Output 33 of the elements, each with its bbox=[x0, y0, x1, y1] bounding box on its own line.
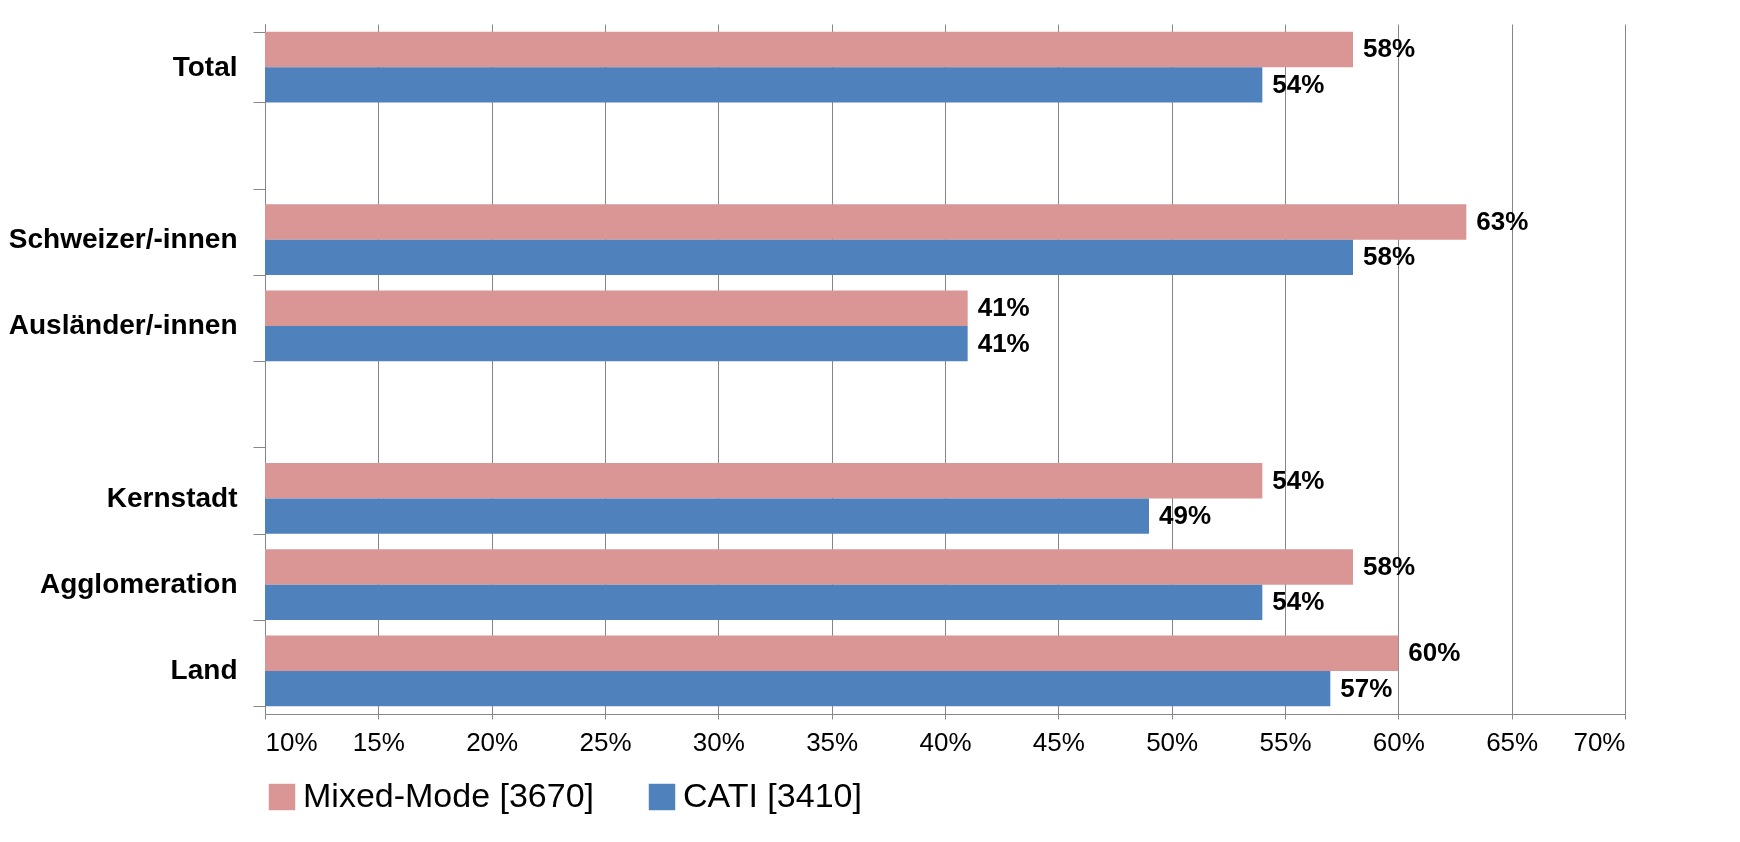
data-label: 57% bbox=[1340, 672, 1393, 703]
data-label: 54% bbox=[1272, 464, 1325, 495]
x-tick-label: 15% bbox=[352, 726, 405, 757]
data-label: 41% bbox=[977, 292, 1030, 323]
y-tick-label: Land bbox=[170, 654, 238, 686]
data-label: 58% bbox=[1363, 550, 1416, 581]
x-tick-label: 20% bbox=[466, 726, 519, 757]
x-tick-label: 55% bbox=[1259, 726, 1312, 757]
y-tick-label: Agglomeration bbox=[39, 568, 238, 600]
data-label: 49% bbox=[1159, 500, 1212, 531]
x-tick-label: 30% bbox=[692, 726, 745, 757]
x-tick-label: 25% bbox=[579, 726, 632, 757]
x-tick-label: 60% bbox=[1372, 726, 1425, 757]
data-label: 60% bbox=[1408, 637, 1461, 668]
legend-label: CATI [3410] bbox=[683, 776, 862, 814]
data-label: 41% bbox=[977, 327, 1030, 358]
x-tick-label: 50% bbox=[1146, 726, 1199, 757]
x-tick-label: 35% bbox=[806, 726, 859, 757]
data-label: 54% bbox=[1272, 586, 1325, 617]
x-tick-label: 40% bbox=[919, 726, 972, 757]
x-tick-label: 45% bbox=[1032, 726, 1085, 757]
x-tick-label: 10% bbox=[265, 726, 318, 757]
data-label: 63% bbox=[1476, 205, 1529, 236]
y-tick-label: Schweizer/-innen bbox=[8, 223, 238, 255]
data-label: 58% bbox=[1363, 241, 1416, 272]
y-tick-label: Total bbox=[172, 50, 238, 82]
y-tick-label: Kernstadt bbox=[106, 481, 238, 513]
data-label: 58% bbox=[1363, 33, 1416, 64]
y-tick-label: Ausländer/-innen bbox=[8, 309, 238, 341]
legend-label: Mixed-Mode [3670] bbox=[303, 776, 595, 814]
data-label: 54% bbox=[1272, 68, 1325, 99]
x-tick-label: 65% bbox=[1486, 726, 1539, 757]
x-tick-label: 70% bbox=[1573, 726, 1626, 757]
